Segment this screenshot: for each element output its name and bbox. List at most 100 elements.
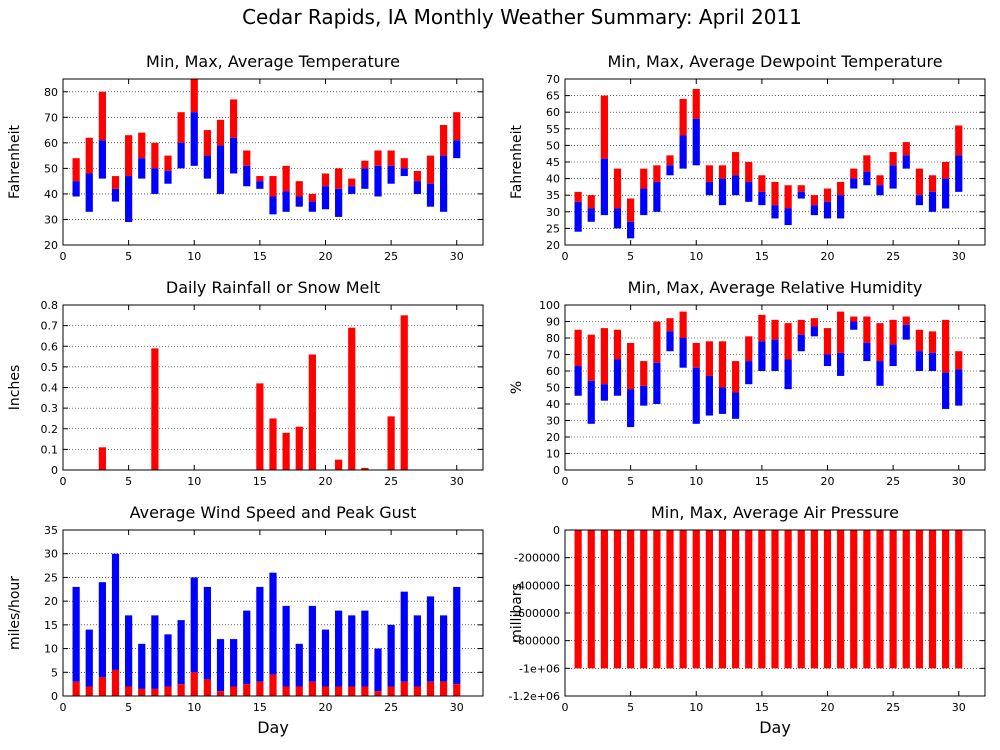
- bar-max-segment: [387, 150, 395, 166]
- bar-max-segment: [692, 342, 700, 368]
- x-tick-label: 5: [125, 250, 132, 263]
- bar-avg-speed: [230, 686, 238, 696]
- x-tick-label: 20: [319, 701, 333, 714]
- bar-min-segment: [705, 375, 713, 416]
- pressure-chart: Min, Max, Average Air Pressure 0 -200000 -4…: [509, 503, 986, 737]
- bar-min-segment: [745, 361, 753, 385]
- bar-avg-speed: [72, 681, 80, 696]
- x-tick-label: 10: [187, 475, 201, 488]
- bar-avg-speed: [85, 686, 93, 696]
- x-tick-label: 25: [384, 250, 398, 263]
- bar-max-segment: [164, 155, 172, 171]
- bar-gust: [295, 643, 303, 687]
- page-title: Cedar Rapids, IA Monthly Weather Summary…: [242, 5, 802, 29]
- bar-min-segment: [902, 324, 910, 340]
- bar-min-segment: [810, 205, 818, 216]
- bar-avg-speed: [203, 679, 211, 696]
- y-tick-label: -1.2e+06: [509, 690, 560, 703]
- bar-min-segment: [863, 342, 871, 362]
- x-tick-label: 15: [755, 701, 769, 714]
- bar-max-segment: [177, 112, 185, 143]
- chart-title: Min, Max, Average Relative Humidity: [628, 278, 923, 297]
- bar-avg-speed: [295, 686, 303, 696]
- x-tick-label: 15: [755, 475, 769, 488]
- bar-gust: [413, 615, 421, 687]
- bar-avg-speed: [256, 681, 264, 696]
- bar-max-segment: [216, 119, 225, 146]
- bar-value: [758, 530, 766, 669]
- x-tick-label: 5: [627, 475, 634, 488]
- bar-max-segment: [889, 152, 897, 166]
- bar-min-segment: [243, 165, 251, 187]
- bar-gust: [387, 624, 395, 687]
- bar-min-segment: [784, 359, 792, 390]
- x-tick-label: 10: [689, 475, 703, 488]
- bar-gust: [269, 572, 277, 675]
- bar-value: [928, 530, 937, 669]
- bar-value: [613, 530, 622, 669]
- bar-max-segment: [269, 176, 277, 197]
- bar-min-segment: [758, 191, 766, 206]
- x-tick-label: 30: [952, 250, 966, 263]
- bar-min-segment: [282, 191, 290, 212]
- bar-min-segment: [269, 196, 277, 215]
- chart-title: Min, Max, Average Air Pressure: [651, 503, 899, 522]
- bar-max-segment: [732, 152, 740, 176]
- bar-min-segment: [453, 140, 461, 159]
- bar-min-segment: [387, 165, 395, 184]
- bar-max-segment: [321, 173, 330, 187]
- plot-frame: [62, 529, 484, 697]
- bar-avg-speed: [453, 684, 461, 696]
- bar-min-segment: [600, 158, 608, 216]
- bar-max-segment: [745, 336, 753, 362]
- x-tick-label: 25: [886, 250, 900, 263]
- bar-max-segment: [745, 162, 753, 182]
- y-tick-label: 40: [546, 398, 560, 411]
- bar-value: [915, 530, 923, 669]
- bar-min-segment: [876, 361, 884, 386]
- bar-min-segment: [718, 178, 727, 206]
- bar-avg-speed: [177, 684, 185, 696]
- bar-min-segment: [574, 366, 582, 396]
- bar-max-segment: [627, 342, 635, 390]
- bar-max-segment: [705, 165, 713, 182]
- bar-value: [269, 418, 277, 470]
- bar-value: [282, 432, 290, 470]
- y-tick-label: 60: [546, 106, 560, 119]
- bar-min-segment: [928, 352, 937, 371]
- y-tick-label: 35: [44, 524, 58, 537]
- x-tick-label: 20: [821, 701, 835, 714]
- bar-value: [942, 530, 950, 669]
- bar-min-segment: [718, 387, 727, 414]
- bar-value: [679, 530, 687, 669]
- bar-min-segment: [400, 168, 408, 177]
- bar-gust: [453, 586, 461, 685]
- bar-min-segment: [784, 208, 792, 226]
- bar-min-segment: [889, 344, 897, 367]
- bar-gust: [72, 586, 80, 682]
- bar-gust: [125, 615, 133, 687]
- y-axis-label: %: [509, 381, 525, 394]
- bar-min-segment: [627, 389, 635, 428]
- bar-gust: [335, 610, 343, 687]
- bar-avg-speed: [335, 686, 343, 696]
- y-tick-label: 35: [546, 189, 560, 202]
- x-tick-label: 20: [821, 250, 835, 263]
- bar-gust: [85, 629, 93, 687]
- bar-avg-speed: [440, 681, 448, 696]
- bar-gust: [308, 605, 316, 682]
- bar-min-segment: [837, 195, 845, 219]
- x-axis-label: Day: [257, 718, 289, 737]
- bar-gust: [177, 620, 185, 685]
- bar-value: [98, 447, 106, 470]
- y-tick-label: -600000: [514, 607, 560, 620]
- chart-title: Min, Max, Average Temperature: [146, 52, 400, 71]
- bar-min-segment: [426, 183, 435, 207]
- rainfall-chart: Daily Rainfall or Snow Melt 0 0.1 0.2 0.3 0.4…: [7, 278, 484, 488]
- x-tick-label: 25: [384, 701, 398, 714]
- x-tick-label: 15: [253, 701, 267, 714]
- bar-value: [692, 530, 700, 669]
- bar-max-segment: [256, 176, 264, 182]
- bar-min-segment: [613, 208, 622, 229]
- bar-max-segment: [679, 311, 687, 338]
